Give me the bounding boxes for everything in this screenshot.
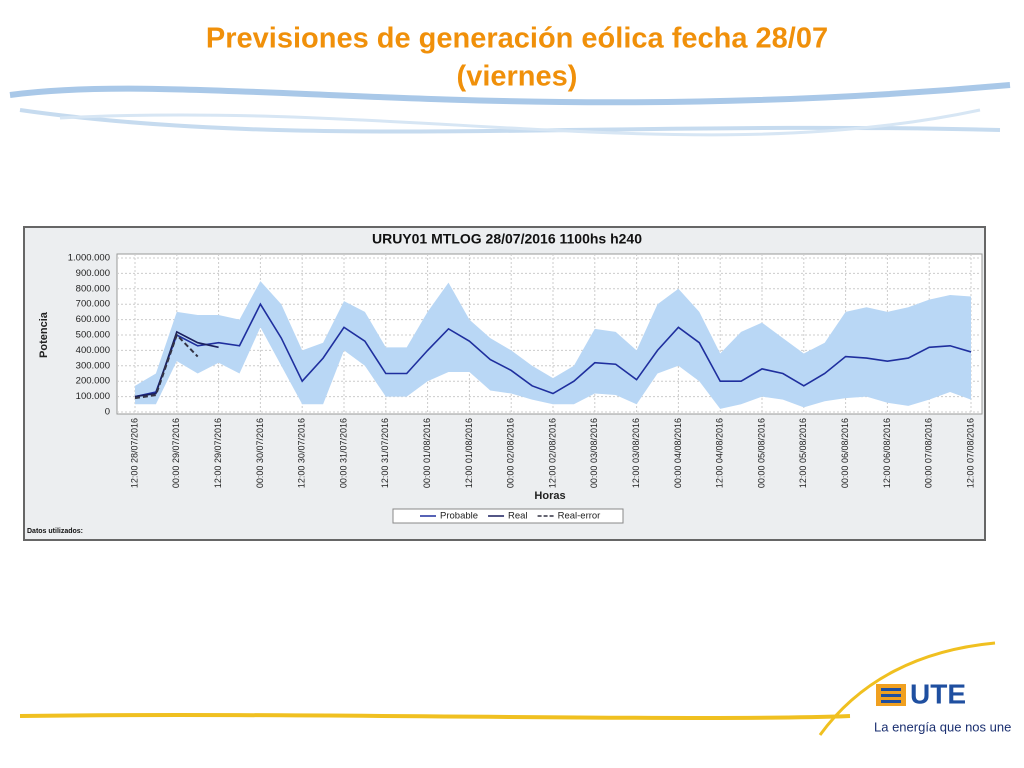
x-tick-label: 12:00 04/08/2016 (715, 418, 725, 488)
y-tick-label: 300.000 (76, 360, 110, 371)
x-axis-label: Horas (534, 490, 565, 502)
x-tick-label: 00:00 03/08/2016 (589, 418, 599, 488)
series-line (134, 302, 972, 398)
y-tick-label: 700.000 (76, 299, 110, 310)
logo: UTE La energía que nos une (874, 678, 1011, 734)
y-tick-label: 800.000 (76, 283, 110, 294)
x-tick-label: 00:00 30/07/2016 (255, 418, 265, 488)
legend-label: Real (508, 511, 528, 522)
y-tick-label: 500.000 (76, 330, 110, 341)
y-tick-label: 400.000 (76, 345, 110, 356)
slide-title: Previsiones de generación eólica fecha 2… (206, 23, 828, 55)
x-tick-label: 00:00 05/08/2016 (756, 418, 766, 488)
y-tick-label: 0 (105, 407, 110, 418)
footnote: Datos utilizados: (27, 528, 83, 535)
slide-title: (viernes) (457, 61, 578, 93)
band (135, 281, 971, 409)
x-tick-label: 12:00 02/08/2016 (547, 418, 557, 488)
x-tick-label: 00:00 29/07/2016 (171, 418, 181, 488)
x-tick-label: 12:00 05/08/2016 (798, 418, 808, 488)
x-tick-label: 00:00 01/08/2016 (422, 418, 432, 488)
y-tick-label: 1.000.000 (68, 253, 110, 264)
y-tick-label: 600.000 (76, 314, 110, 325)
logo-mark (881, 694, 901, 697)
x-tick-label: 12:00 03/08/2016 (631, 418, 641, 488)
series-line (134, 333, 199, 400)
legend (392, 508, 624, 524)
legend-label: Probable (440, 511, 478, 522)
swoosh (19, 108, 1001, 134)
logo-text: UTE (910, 678, 966, 709)
y-tick-label: 900.000 (76, 268, 110, 279)
y-axis-label: Potencia (38, 311, 50, 358)
series-line (134, 330, 219, 398)
x-tick-label: 00:00 31/07/2016 (338, 418, 348, 488)
x-tick-label: 00:00 02/08/2016 (506, 418, 516, 488)
x-tick-label: 12:00 07/08/2016 (965, 418, 975, 488)
x-tick-label: 12:00 30/07/2016 (297, 418, 307, 488)
tagline: La energía que nos une (874, 719, 1011, 734)
chart-title: URUY01 MTLOG 28/07/2016 1100hs h240 (372, 231, 642, 247)
bottom-line (19, 713, 851, 720)
x-tick-label: 00:00 04/08/2016 (673, 418, 683, 488)
swoosh (59, 108, 981, 137)
x-tick-label: 12:00 06/08/2016 (882, 418, 892, 488)
bottom-curve (818, 641, 996, 736)
x-tick-label: 12:00 28/07/2016 (129, 418, 139, 488)
legend-label: Real-error (558, 511, 601, 522)
y-tick-label: 200.000 (76, 376, 110, 387)
x-tick-label: 12:00 01/08/2016 (464, 418, 474, 488)
logo-mark (881, 700, 901, 703)
swoosh (9, 82, 1011, 106)
x-tick-label: 12:00 31/07/2016 (380, 418, 390, 488)
logo-mark (881, 688, 901, 691)
x-tick-label: 00:00 07/08/2016 (924, 418, 934, 488)
x-tick-label: 12:00 29/07/2016 (213, 418, 223, 488)
y-tick-label: 100.000 (76, 391, 110, 402)
x-tick-label: 00:00 06/08/2016 (840, 418, 850, 488)
